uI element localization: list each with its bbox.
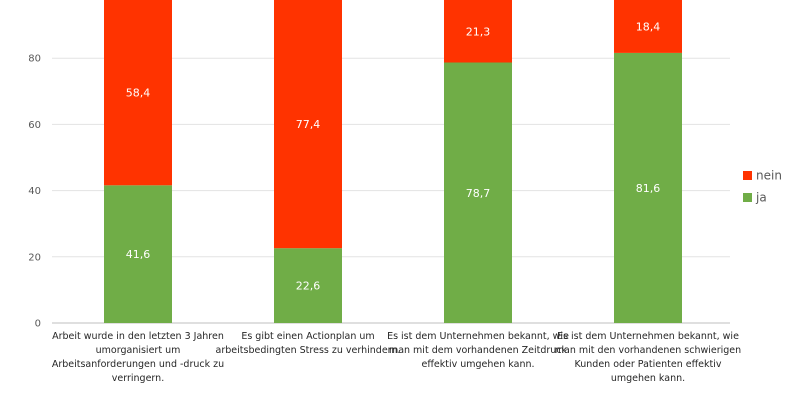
category-label-1: Arbeit wurde in den letzten 3 Jahren umo… <box>51 331 225 384</box>
bar-ja-4 <box>614 52 682 324</box>
y-tick-label-60: 60 <box>28 120 41 131</box>
bar-ja-2 <box>274 248 342 323</box>
data-label-ja-1: 41,6 <box>126 248 151 261</box>
bar-nein-1 <box>104 0 172 186</box>
data-label-ja-4: 81,6 <box>636 182 661 195</box>
legend-swatch-nein <box>743 171 752 180</box>
category-label-3: Es ist dem Unternehmen bekannt, wie man … <box>387 331 569 370</box>
category-label-2: Es gibt einen Actionplan um arbeitsbedin… <box>215 331 401 356</box>
data-label-nein-3: 21,3 <box>466 25 491 38</box>
y-tick-label-40: 40 <box>28 186 41 197</box>
legend-swatch-ja <box>743 193 752 202</box>
y-tick-label-80: 80 <box>28 54 41 65</box>
bar-ja-1 <box>104 185 172 323</box>
legend-label-ja: ja <box>755 191 767 205</box>
data-label-ja-3: 78,7 <box>466 187 491 200</box>
category-label-4: Es ist dem Unternehmen bekannt, wie man … <box>554 331 742 384</box>
bar-ja-3 <box>444 62 512 324</box>
y-tick-label-0: 0 <box>35 319 41 330</box>
data-label-nein-1: 58,4 <box>126 87 151 100</box>
bar-nein-2 <box>274 0 342 249</box>
bar-nein-4 <box>614 0 682 53</box>
data-label-ja-2: 22,6 <box>296 280 321 293</box>
data-label-nein-2: 77,4 <box>296 118 321 131</box>
data-label-nein-4: 18,4 <box>636 20 661 33</box>
bar-nein-3 <box>444 0 512 63</box>
legend-label-nein: nein <box>756 169 782 183</box>
y-tick-label-20: 20 <box>28 252 41 263</box>
